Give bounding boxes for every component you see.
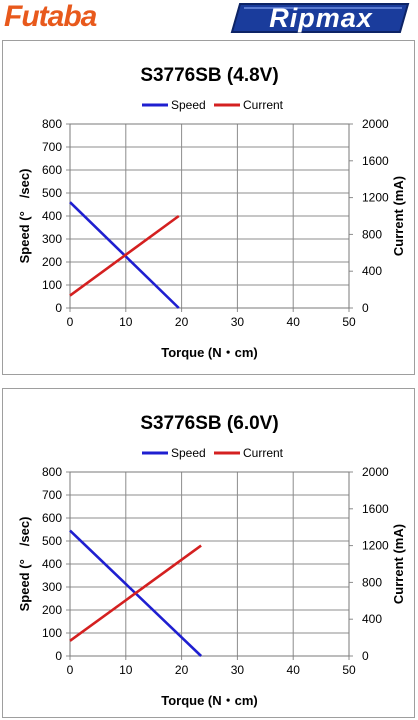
y-tick-label: 200 xyxy=(42,603,62,617)
chart-title: S3776SB (6.0V) xyxy=(140,413,278,434)
x-tick-label: 50 xyxy=(342,663,356,677)
x-tick-label: 30 xyxy=(231,663,245,677)
y2-tick-label: 2000 xyxy=(362,117,389,131)
y2-tick-label: 400 xyxy=(362,612,382,626)
chart-panel-6-0v: S3776SB (6.0V) Speed Current 0 100 200 300 400 5… xyxy=(2,388,415,718)
y-tick-label: 400 xyxy=(42,557,62,571)
y-tick-label: 500 xyxy=(42,186,62,200)
y2-tick-label: 0 xyxy=(362,649,369,663)
y-tick-label: 100 xyxy=(42,278,62,292)
y-tick-label: 700 xyxy=(42,140,62,154)
ripmax-logo-text: Ripmax xyxy=(269,2,373,33)
chart-title: S3776SB (4.8V) xyxy=(140,65,278,86)
y-tick-label: 600 xyxy=(42,511,62,525)
series-line-current xyxy=(69,214,180,297)
x-axis-label: Torque (N・cm) xyxy=(161,693,258,708)
y-tick-label: 600 xyxy=(42,163,62,177)
chart-panel-4-8v: S3776SB (4.8V) Speed Current 0 100 200 300 400 5… xyxy=(2,40,415,375)
y-tick-label: 800 xyxy=(42,465,62,479)
y2-tick-label: 1600 xyxy=(362,154,389,168)
y2-tick-label: 2000 xyxy=(362,465,389,479)
x-tick-label: 40 xyxy=(287,663,301,677)
x-tick-label: 30 xyxy=(231,315,245,329)
y2-tick-label: 1600 xyxy=(362,502,389,516)
x-tick-label: 0 xyxy=(67,315,74,329)
chart-4-8v: S3776SB (4.8V)Speed Current01002003004005… xyxy=(17,65,406,360)
y-tick-label: 0 xyxy=(55,649,62,663)
y-tick-label: 0 xyxy=(55,301,62,315)
y2-tick-label: 1200 xyxy=(362,191,389,205)
y-tick-label: 300 xyxy=(42,580,62,594)
y2-axis-label: Current (mA) xyxy=(391,176,406,256)
x-tick-label: 10 xyxy=(119,315,133,329)
x-tick-label: 10 xyxy=(119,663,133,677)
y2-tick-label: 800 xyxy=(362,227,382,241)
x-tick-label: 50 xyxy=(342,315,356,329)
y2-axis-label: Current (mA) xyxy=(391,524,406,604)
futaba-logo: Futaba xyxy=(4,0,97,33)
y2-tick-label: 0 xyxy=(362,301,369,315)
ripmax-logo-shape xyxy=(230,3,410,33)
y-tick-label: 200 xyxy=(42,255,62,269)
x-tick-label: 20 xyxy=(175,315,189,329)
y2-tick-label: 1200 xyxy=(362,539,389,553)
legend-label-speed: Speed xyxy=(171,446,206,460)
y-tick-label: 800 xyxy=(42,117,62,131)
brand-bar: Futaba Ripmax xyxy=(0,0,418,38)
y-tick-label: 100 xyxy=(42,626,62,640)
x-tick-label: 40 xyxy=(287,315,301,329)
chart-6-0v: S3776SB (6.0V)Speed Current01002003004005… xyxy=(17,413,406,708)
x-tick-label: 0 xyxy=(67,663,74,677)
series-line-current xyxy=(69,544,202,642)
plot-frame xyxy=(69,471,350,657)
legend-label-current: Current xyxy=(243,446,284,460)
y2-tick-label: 800 xyxy=(362,575,382,589)
y-tick-label: 300 xyxy=(42,232,62,246)
y-axis-label: Speed (° /sec) xyxy=(17,517,32,612)
y-tick-label: 700 xyxy=(42,488,62,502)
y2-tick-label: 400 xyxy=(362,264,382,278)
y-tick-label: 500 xyxy=(42,534,62,548)
ripmax-logo: Ripmax xyxy=(230,2,412,34)
legend-label-speed: Speed xyxy=(171,98,206,112)
plot-frame xyxy=(69,123,350,309)
y-axis-label: Speed (° /sec) xyxy=(17,169,32,264)
x-axis-label: Torque (N・cm) xyxy=(161,345,258,360)
legend-label-current: Current xyxy=(243,98,284,112)
y-tick-label: 400 xyxy=(42,209,62,223)
x-tick-label: 20 xyxy=(175,663,189,677)
